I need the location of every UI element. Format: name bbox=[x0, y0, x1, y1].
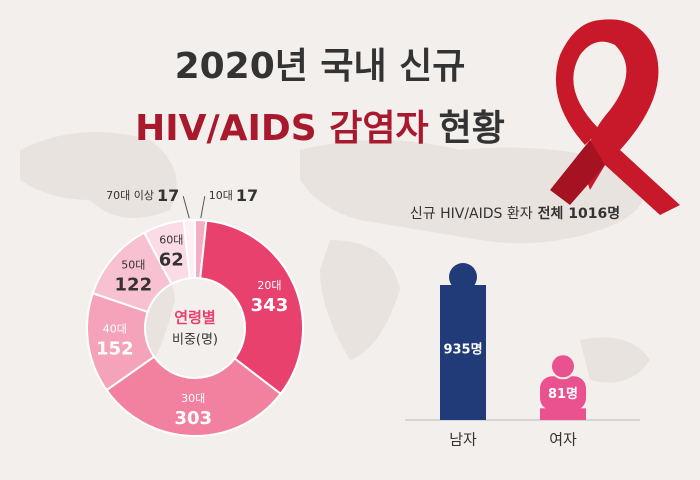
leader-line bbox=[200, 196, 206, 219]
leader-line bbox=[182, 196, 190, 219]
person-head bbox=[550, 353, 576, 380]
slice-category: 30대 bbox=[181, 392, 205, 405]
title-highlight: HIV/AIDS 감염자 bbox=[135, 108, 429, 149]
person-head bbox=[449, 263, 477, 291]
person-body bbox=[540, 376, 586, 411]
slice-label: 70대 이상 17 bbox=[106, 186, 179, 205]
center-label: 연령별 bbox=[174, 309, 215, 327]
subtitle-total: 전체 1016명 bbox=[538, 205, 620, 222]
slice-value: 152 bbox=[96, 338, 134, 359]
title-line1: 2020년 국내 신규 bbox=[175, 46, 466, 87]
slice-category: 20대 bbox=[257, 279, 281, 292]
person-shoulder bbox=[440, 289, 486, 301]
bar-value-label: 81명 bbox=[548, 386, 578, 402]
subtitle: 신규 HIV/AIDS 환자 bbox=[410, 206, 533, 222]
slice-label: 10대 17 bbox=[209, 186, 258, 205]
slice-category: 10대 bbox=[209, 189, 233, 202]
donut-slice bbox=[199, 219, 304, 396]
title-rest: 현황 bbox=[439, 108, 505, 149]
bar bbox=[540, 408, 586, 420]
ribbon-icon bbox=[550, 19, 680, 215]
slice-value: 343 bbox=[251, 295, 289, 316]
bar bbox=[440, 285, 486, 420]
center-sublabel: 비중(명) bbox=[172, 333, 218, 348]
slice-category: 70대 이상 bbox=[106, 189, 154, 202]
x-tick-label: 여자 bbox=[549, 431, 577, 449]
donut-slice bbox=[182, 218, 196, 280]
donut-slice bbox=[105, 355, 283, 437]
slice-value: 62 bbox=[159, 250, 184, 271]
bar-value-label: 935명 bbox=[443, 342, 482, 358]
slice-value: 122 bbox=[115, 275, 153, 296]
slice-category: 50대 bbox=[121, 259, 145, 272]
slice-category: 40대 bbox=[103, 322, 127, 335]
slice-value: 303 bbox=[174, 408, 212, 429]
slice-category: 60대 bbox=[159, 234, 183, 247]
title-line2: HIV/AIDS 감염자 현황 bbox=[135, 108, 505, 149]
slice-value: 17 bbox=[157, 186, 179, 205]
x-tick-label: 남자 bbox=[449, 431, 477, 449]
bar-subtitle: 신규 HIV/AIDS 환자 전체 1016명 bbox=[410, 205, 620, 222]
slice-value: 17 bbox=[236, 186, 258, 205]
